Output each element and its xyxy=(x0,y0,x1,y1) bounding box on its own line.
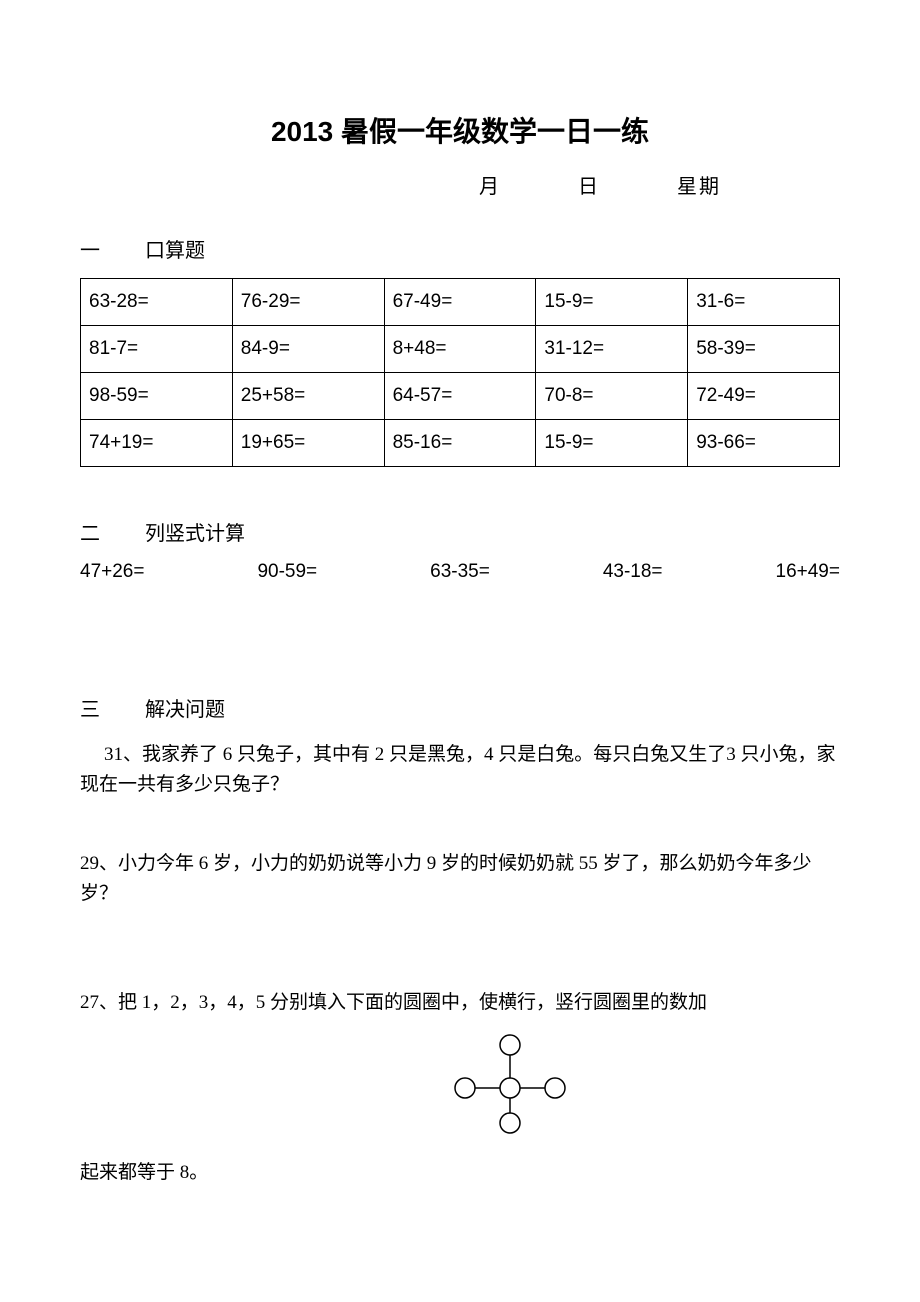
table-row: 81-7=84-9=8+48=31-12=58-39= xyxy=(81,326,840,373)
math-cell: 74+19= xyxy=(81,420,233,467)
math-cell: 58-39= xyxy=(688,326,840,373)
math-cell: 15-9= xyxy=(536,279,688,326)
date-line: 月 日 星期 xyxy=(80,170,840,199)
math-cell: 67-49= xyxy=(384,279,536,326)
cross-circles-icon xyxy=(450,1033,570,1138)
vertical-calc-item: 90-59= xyxy=(257,561,317,583)
section1-title: 口算题 xyxy=(145,240,205,262)
vertical-calc-item: 63-35= xyxy=(430,561,490,583)
vertical-calc-problems: 47+26= 90-59= 63-35= 43-18= 16+49= xyxy=(80,561,840,583)
vertical-calc-item: 43-18= xyxy=(603,561,663,583)
math-cell: 81-7= xyxy=(81,326,233,373)
math-cell: 98-59= xyxy=(81,373,233,420)
mental-math-table: 63-28=76-29=67-49=15-9=31-6=81-7=84-9=8+… xyxy=(80,278,840,467)
section1-header: 一 口算题 xyxy=(80,234,840,263)
vertical-calc-item: 16+49= xyxy=(776,561,840,583)
math-cell: 70-8= xyxy=(536,373,688,420)
page-title: 2013 暑假一年级数学一日一练 xyxy=(80,110,840,150)
math-cell: 76-29= xyxy=(232,279,384,326)
math-cell: 31-12= xyxy=(536,326,688,373)
day-label: 日 xyxy=(578,170,600,199)
problem-27-tail: 起来都等于 8。 xyxy=(80,1158,840,1188)
cross-diagram-wrap xyxy=(80,1033,840,1143)
problem-27-head: 27、把 1，2，3，4，5 分别填入下面的圆圈中，使横行，竖行圆圈里的数加 xyxy=(80,988,840,1018)
math-cell: 85-16= xyxy=(384,420,536,467)
weekday-label: 星期 xyxy=(677,170,721,199)
table-row: 63-28=76-29=67-49=15-9=31-6= xyxy=(81,279,840,326)
math-cell: 84-9= xyxy=(232,326,384,373)
problem-29: 29、小力今年 6 岁，小力的奶奶说等小力 9 岁的时候奶奶就 55 岁了，那么… xyxy=(80,849,840,910)
section1-num: 一 xyxy=(80,234,140,263)
section3-title: 解决问题 xyxy=(145,699,225,721)
math-cell: 63-28= xyxy=(81,279,233,326)
problem-31: 31、我家养了 6 只兔子，其中有 2 只是黑兔，4 只是白兔。每只白兔又生了3… xyxy=(80,740,840,801)
table-row: 98-59=25+58=64-57=70-8=72-49= xyxy=(81,373,840,420)
math-cell: 15-9= xyxy=(536,420,688,467)
section2-title: 列竖式计算 xyxy=(145,523,245,545)
math-cell: 72-49= xyxy=(688,373,840,420)
math-cell: 19+65= xyxy=(232,420,384,467)
math-cell: 8+48= xyxy=(384,326,536,373)
math-cell: 31-6= xyxy=(688,279,840,326)
section3-header: 三 解决问题 xyxy=(80,693,840,722)
math-cell: 64-57= xyxy=(384,373,536,420)
month-label: 月 xyxy=(479,170,501,199)
section2-num: 二 xyxy=(80,517,140,546)
section3-num: 三 xyxy=(80,693,140,722)
math-cell: 93-66= xyxy=(688,420,840,467)
section2-header: 二 列竖式计算 xyxy=(80,517,840,546)
cross-diagram xyxy=(450,1033,570,1143)
math-cell: 25+58= xyxy=(232,373,384,420)
vertical-calc-item: 47+26= xyxy=(80,561,144,583)
table-row: 74+19=19+65=85-16=15-9=93-66= xyxy=(81,420,840,467)
